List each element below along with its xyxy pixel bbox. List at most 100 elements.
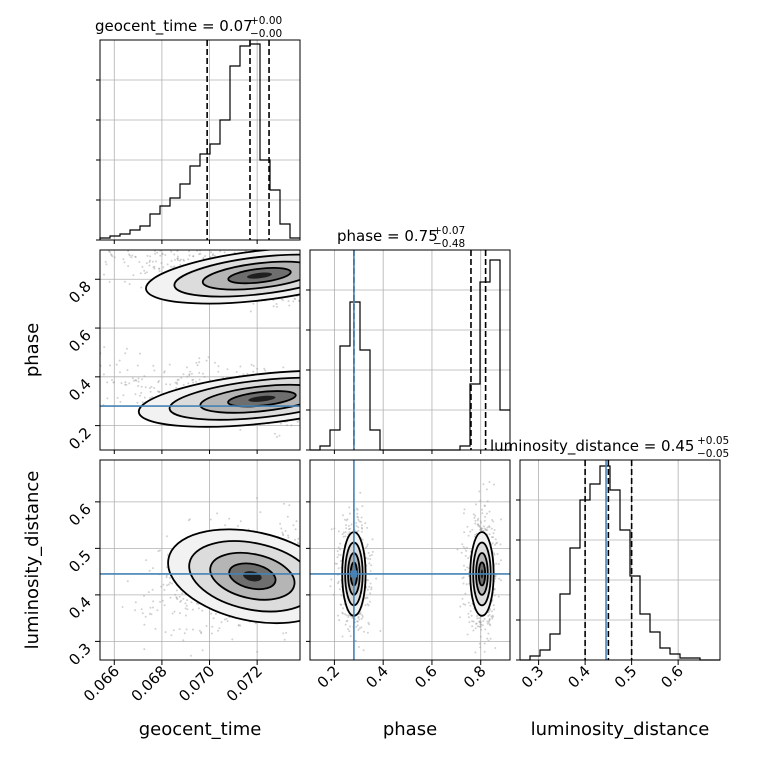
sample-point [133, 379, 135, 382]
title-geocent-time-plus: +0.00 [250, 15, 282, 27]
sample-point [302, 314, 304, 316]
sample-point [165, 574, 168, 577]
sample-point [210, 612, 213, 615]
sample-point [259, 511, 262, 514]
sample-point [479, 623, 482, 626]
sample-point [303, 400, 305, 402]
sample-point [178, 259, 181, 262]
sample-point [182, 597, 185, 600]
sample-point [357, 615, 360, 618]
sample-point [19, 375, 21, 377]
sample-point [491, 614, 494, 617]
sample-point [303, 612, 305, 614]
sample-point [461, 597, 464, 600]
sample-point [143, 594, 145, 597]
sample-point [197, 607, 200, 610]
sample-point [356, 624, 359, 627]
sample-point [137, 380, 140, 383]
sample-point [79, 241, 81, 243]
sample-point [477, 523, 480, 526]
sample-point [185, 628, 188, 631]
sample-point [256, 367, 259, 370]
sample-point [478, 490, 481, 493]
sample-point [155, 260, 157, 263]
sample-point [173, 610, 176, 613]
sample-point [156, 609, 159, 612]
sample-point [476, 519, 479, 522]
sample-point [97, 250, 99, 252]
sample-point [302, 504, 304, 506]
title-phase: phase = 0.75 [337, 227, 438, 245]
sample-point [177, 378, 180, 381]
sample-point [308, 544, 310, 546]
sample-point [491, 542, 494, 545]
sample-point [81, 242, 83, 244]
sample-point [359, 613, 362, 615]
sample-point [286, 515, 289, 518]
sample-point [118, 359, 121, 362]
sample-point [486, 622, 489, 625]
sample-point [124, 381, 127, 384]
sample-point [303, 295, 305, 297]
sample-point [329, 585, 332, 588]
sample-point [483, 617, 486, 620]
sample-point [110, 254, 113, 257]
sample-point [172, 245, 174, 247]
sample-point [92, 245, 94, 247]
sample-point [475, 622, 478, 625]
sample-point [489, 624, 492, 627]
sample-point [479, 527, 482, 530]
sample-point [144, 386, 147, 389]
sample-point [134, 255, 137, 258]
sample-point [123, 261, 126, 264]
sample-point [360, 516, 363, 519]
sample-point [490, 536, 493, 539]
sample-point [337, 582, 339, 585]
sample-point [493, 483, 495, 486]
sample-point [214, 361, 216, 364]
title-phase-minus: −0.48 [433, 238, 465, 250]
sample-point [485, 528, 487, 531]
sample-point [356, 620, 359, 623]
sample-point [368, 585, 371, 588]
y-tick-label-luminosity-distance: 0.5 [65, 546, 95, 576]
panel-background [100, 40, 300, 240]
sample-point [287, 534, 290, 537]
sample-point [128, 253, 131, 256]
sample-point [186, 375, 189, 378]
sample-point [202, 257, 205, 260]
sample-point [482, 483, 485, 486]
sample-point [302, 407, 304, 409]
sample-point [337, 553, 340, 556]
sample-point [188, 250, 191, 253]
sample-point [480, 529, 483, 532]
sample-point [205, 359, 208, 362]
sample-point [471, 620, 474, 623]
y-tick-label-phase: 0.4 [65, 375, 95, 405]
sample-point [366, 631, 369, 634]
sample-point [192, 378, 195, 381]
sample-point [301, 599, 303, 601]
sample-point [357, 616, 360, 619]
sample-point [166, 263, 169, 266]
sample-point [351, 616, 354, 619]
sample-point [342, 607, 345, 610]
sample-point [479, 646, 482, 649]
x-tick-label-phase: 0.4 [362, 662, 392, 692]
sample-point [360, 626, 363, 629]
sample-point [195, 380, 198, 383]
sample-point [464, 547, 466, 550]
sample-point [489, 608, 492, 611]
sample-point [187, 258, 190, 261]
sample-point [85, 371, 87, 373]
sample-point [103, 273, 105, 276]
sample-point [185, 243, 187, 245]
sample-point [305, 605, 307, 607]
sample-point [482, 620, 485, 622]
sample-point [481, 624, 484, 627]
sample-point [278, 434, 281, 437]
sample-point [235, 371, 238, 373]
sample-point [493, 588, 496, 591]
sample-point [479, 635, 482, 638]
sample-point [493, 552, 495, 555]
